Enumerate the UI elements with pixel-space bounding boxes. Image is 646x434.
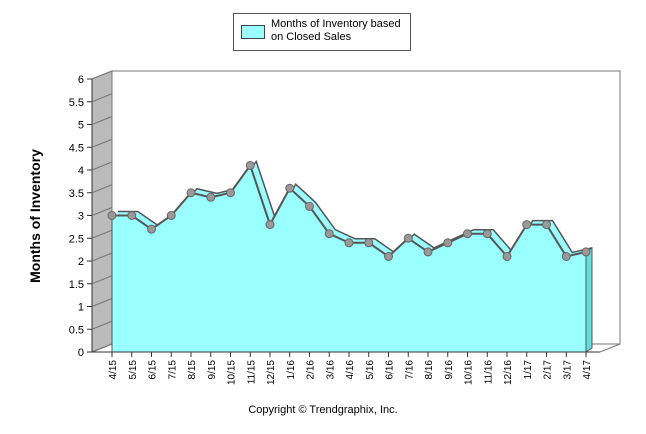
x-tick-label: 11/15 <box>246 360 257 385</box>
x-tick-label: 3/16 <box>325 360 336 380</box>
data-point-4-15 <box>107 211 117 220</box>
y-tick-slant <box>91 161 113 171</box>
x-tick-label: 6/15 <box>148 360 159 380</box>
data-point-4-16 <box>344 238 354 248</box>
x-tick-label: 10/16 <box>464 360 475 385</box>
x-tick-label: 12/16 <box>503 360 514 385</box>
x-tick-label: 5/16 <box>365 360 376 380</box>
y-tick-slant <box>91 138 113 148</box>
y-tick-slant <box>91 116 113 125</box>
y-tick-slant <box>91 343 113 353</box>
y-tick-slant <box>91 320 113 330</box>
y-tick-slant <box>91 93 113 103</box>
x-tick-label: 7/15 <box>167 360 178 380</box>
data-point-4-17 <box>581 247 591 257</box>
y-tick-slant <box>91 207 113 216</box>
data-point-12-16 <box>502 251 512 261</box>
legend-label: Months of Inventory based on Closed Sale… <box>271 18 401 43</box>
data-point-9-15 <box>206 192 216 202</box>
x-tick-label: 1/17 <box>523 360 534 380</box>
x-tick-label: 5/15 <box>128 360 139 380</box>
x-tick-label: 9/16 <box>444 360 455 380</box>
y-tick-label: 5.5 <box>69 97 84 109</box>
y-tick-label: 0.5 <box>69 324 84 336</box>
y-tick-slant <box>91 184 113 194</box>
data-point-2-17 <box>542 220 551 230</box>
x-tick-label: 9/15 <box>207 360 218 380</box>
data-point-12-15 <box>265 220 275 230</box>
x-tick-label: 1/16 <box>286 360 297 380</box>
x-tick-label: 4/16 <box>345 360 356 380</box>
legend: Months of Inventory based on Closed Sale… <box>233 13 411 51</box>
x-tick-label: 4/15 <box>108 360 119 380</box>
data-point-5-15 <box>127 211 137 220</box>
y-tick-slant <box>91 229 113 239</box>
data-point-1-16 <box>285 183 295 193</box>
x-tick-label: 8/16 <box>424 360 435 380</box>
y-tick-label: 0 <box>78 347 84 359</box>
x-axis: 4/15 5/15 6/15 7/15 8/15 9/15 10/15 11/15 12/15 1… <box>92 351 600 385</box>
data-point-6-15 <box>147 224 156 234</box>
area-right-face <box>585 246 593 353</box>
y-axis: 0 0.5 1 1.5 2 2.5 3 3.5 4 4.5 5 5.5 6 <box>69 70 113 359</box>
y-tick-label: 5 <box>78 120 84 132</box>
x-tick-label: 8/15 <box>187 360 198 380</box>
legend-swatch <box>241 25 265 39</box>
y-tick-slant <box>91 298 113 307</box>
x-tick-label: 2/17 <box>543 360 554 380</box>
data-point-10-15 <box>226 188 235 198</box>
y-tick-slant <box>91 252 113 262</box>
data-point-10-16 <box>463 229 472 239</box>
x-tick-label: 3/17 <box>562 360 573 380</box>
data-point-8-15 <box>186 188 196 198</box>
x-tick-label: 6/16 <box>385 360 396 380</box>
data-point-11-16 <box>482 229 492 239</box>
y-tick-label: 6 <box>78 74 84 86</box>
x-tick-label: 12/15 <box>266 360 277 385</box>
y-tick-slant <box>91 70 113 80</box>
data-point-6-16 <box>384 251 393 261</box>
data-point-7-15 <box>166 211 176 220</box>
data-point-8-16 <box>423 247 433 257</box>
data-point-3-17 <box>561 251 571 261</box>
x-tick-label: 4/17 <box>582 360 593 380</box>
x-tick-label: 11/16 <box>483 360 494 385</box>
y-tick-label: 3 <box>78 211 84 223</box>
y-tick-label: 1.5 <box>69 279 84 291</box>
y-tick-label: 4.5 <box>69 142 84 154</box>
y-tick-label: 2 <box>78 256 84 268</box>
y-tick-slant <box>91 275 113 285</box>
data-point-1-17 <box>522 220 532 230</box>
y-tick-label: 4 <box>78 165 84 177</box>
y-axis-title: Months of Inventory <box>27 149 43 283</box>
y-tick-label: 1 <box>78 302 84 314</box>
data-point-9-16 <box>443 238 453 248</box>
x-tick-label: 2/16 <box>306 360 317 380</box>
data-point-7-16 <box>403 233 413 243</box>
x-tick-label: 7/16 <box>404 360 415 380</box>
copyright-text: Copyright © Trendgraphix, Inc. <box>248 404 398 416</box>
data-point-5-16 <box>364 238 374 248</box>
data-point-11-15 <box>245 160 255 170</box>
data-point-3-16 <box>324 229 334 239</box>
x-tick-label: 10/15 <box>227 360 238 385</box>
data-point-2-16 <box>305 201 314 211</box>
y-tick-label: 2.5 <box>69 233 84 245</box>
series-area <box>107 159 593 353</box>
y-tick-label: 3.5 <box>69 188 84 200</box>
